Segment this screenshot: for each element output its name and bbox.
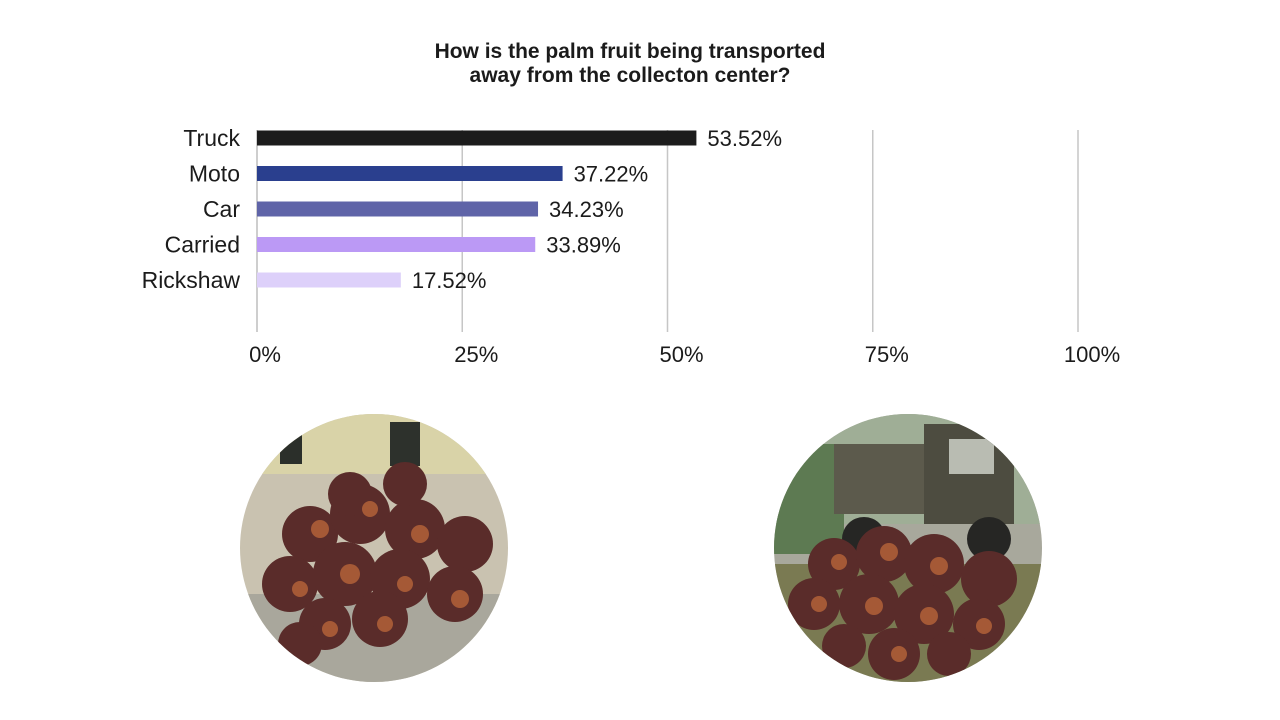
x-tick-label: 25% xyxy=(454,342,498,367)
x-tick-label: 0% xyxy=(249,342,281,367)
bar-chart: 0% 25% 50% 75% 100% Truck 53.52% Moto 37.22% Car 3… xyxy=(142,125,1121,367)
category-label: Moto xyxy=(189,161,240,187)
palm-fruit-pile-photo xyxy=(240,414,508,682)
value-label: 33.89% xyxy=(546,233,621,258)
chart-title-line-2: away from the collecton center? xyxy=(469,64,791,87)
value-label: 37.22% xyxy=(574,162,649,187)
bar xyxy=(257,201,539,217)
x-tick-label: 100% xyxy=(1064,342,1120,367)
chart-title-line-1: How is the palm fruit being transported xyxy=(434,40,826,63)
truck-palm-fruit-photo xyxy=(774,414,1042,682)
category-label: Truck xyxy=(183,125,240,151)
bar xyxy=(257,166,563,181)
bar xyxy=(257,272,401,288)
category-label: Car xyxy=(203,196,240,222)
bar xyxy=(257,130,697,146)
x-tick-label: 50% xyxy=(659,342,703,367)
chart-title: How is the palm fruit being transported … xyxy=(0,40,1260,88)
category-label: Carried xyxy=(165,232,240,258)
x-tick-label: 75% xyxy=(865,342,909,367)
value-label: 53.52% xyxy=(707,126,782,151)
bar xyxy=(257,237,536,252)
value-label: 17.52% xyxy=(412,268,487,293)
value-label: 34.23% xyxy=(549,197,624,222)
category-label: Rickshaw xyxy=(142,267,241,293)
